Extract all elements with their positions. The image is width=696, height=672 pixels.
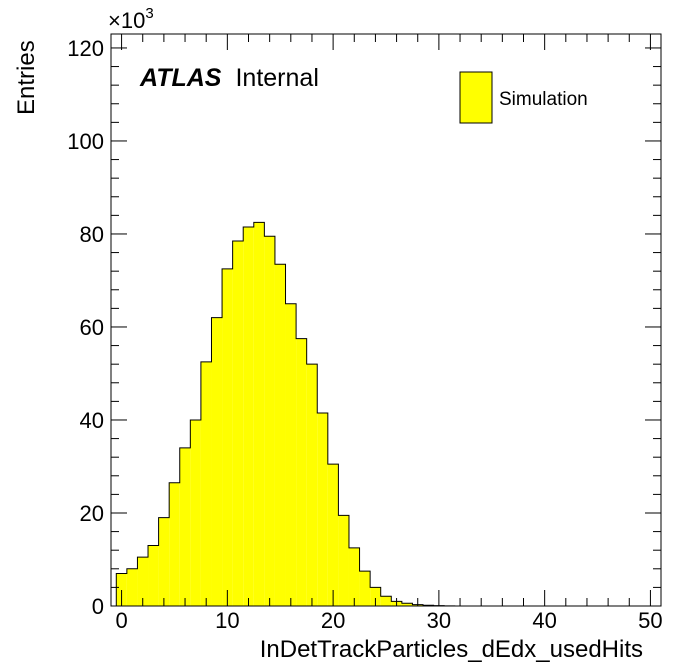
x-tick-label: 40 [532, 608, 556, 633]
y-tick-label: 40 [80, 408, 104, 433]
histogram-bar [285, 303, 297, 606]
atlas-label: ATLAS Internal [139, 64, 319, 92]
histogram-bar [126, 568, 138, 606]
histogram-bar [179, 447, 191, 606]
x-tick-label: 30 [427, 608, 451, 633]
y-tick-labels: 0 20 40 60 80 100 120 [67, 36, 104, 619]
x-axis-title: InDetTrackParticles_dEdx_usedHits [260, 636, 643, 663]
histogram-bar [222, 268, 233, 606]
y-multiplier-exponent: 3 [145, 5, 153, 22]
y-tick-label: 100 [67, 129, 104, 154]
y-axis-multiplier: ×103 [108, 5, 154, 33]
histogram-bar [296, 338, 307, 606]
histogram-bar [200, 361, 212, 606]
histogram-bar [211, 317, 223, 606]
histogram-bar [137, 557, 149, 606]
histogram-outline [115, 221, 456, 607]
y-tick-label: 120 [67, 36, 104, 61]
x-tick-label: 50 [638, 608, 662, 633]
y-tick-label: 80 [80, 222, 104, 247]
histogram-bar [169, 482, 180, 606]
histogram-bars [116, 222, 455, 607]
y-tick-label: 0 [92, 594, 104, 619]
histogram-bar [306, 364, 318, 606]
histogram-bar [264, 236, 275, 607]
x-tick-label: 0 [115, 608, 127, 633]
histogram-bar [338, 515, 349, 606]
x-tick-label: 10 [215, 608, 239, 633]
histogram-bar [359, 571, 371, 606]
axis-ticks [111, 34, 661, 607]
histogram-bar [348, 547, 360, 606]
legend-label: Simulation [499, 89, 588, 110]
y-tick-label: 20 [80, 501, 104, 526]
histogram-bar [327, 464, 339, 606]
histogram-bar [116, 573, 127, 606]
histogram-bar [274, 264, 286, 606]
histogram-bar [370, 587, 381, 606]
histogram-bar [380, 596, 392, 606]
y-tick-label: 60 [80, 315, 104, 340]
histogram-bar [158, 517, 170, 606]
histogram-bar [317, 413, 328, 606]
y-axis-title: Entries [13, 40, 40, 115]
histogram-bar [401, 603, 413, 606]
legend-swatch [459, 71, 493, 124]
x-tick-label: 20 [321, 608, 345, 633]
histogram-bar [232, 240, 244, 606]
histogram-bar [148, 545, 159, 606]
plot-frame [110, 33, 662, 607]
x-tick-labels: 0 10 20 30 40 50 [115, 608, 662, 633]
atlas-internal-text: Internal [235, 64, 318, 92]
histogram-bar [190, 419, 201, 606]
atlas-bold-text: ATLAS [139, 64, 222, 92]
y-multiplier-base: ×10 [108, 8, 145, 33]
legend: Simulation [459, 71, 588, 124]
histogram-bar [253, 222, 265, 606]
histogram-bar [243, 226, 254, 606]
